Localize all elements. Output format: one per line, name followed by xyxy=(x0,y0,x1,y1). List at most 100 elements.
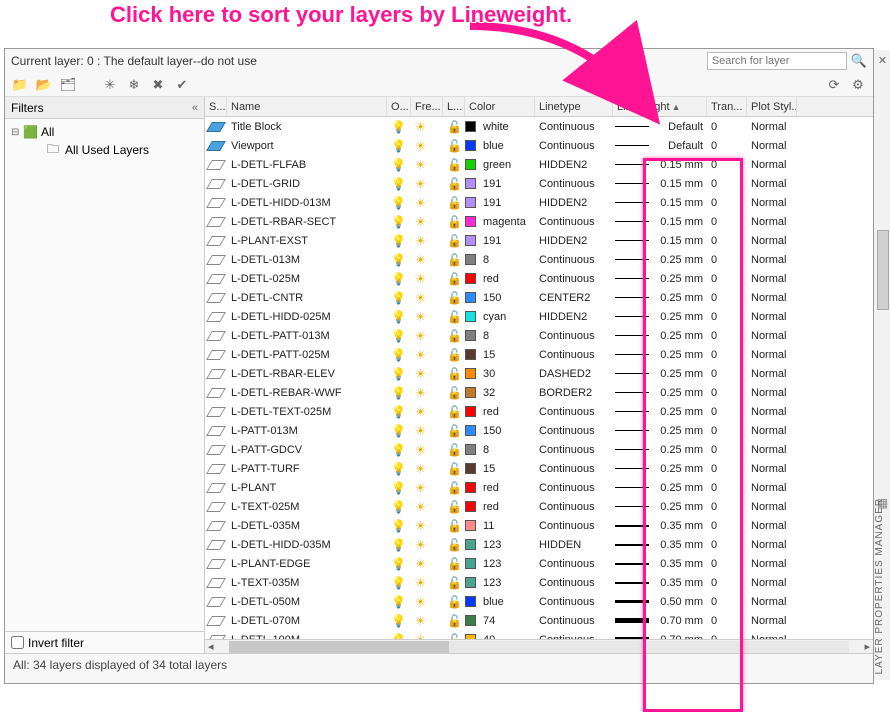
new-layer-frozen-icon[interactable]: ❄ xyxy=(125,76,143,94)
plot-style[interactable]: Normal xyxy=(747,349,797,361)
hscroll-track[interactable] xyxy=(229,641,850,653)
plot-style[interactable]: Normal xyxy=(747,216,797,228)
layer-name[interactable]: L-DETL-HIDD-035M xyxy=(227,539,387,551)
color-swatch[interactable] xyxy=(465,292,476,303)
layer-name[interactable]: L-PLANT xyxy=(227,482,387,494)
color-swatch[interactable] xyxy=(465,197,476,208)
linetype[interactable]: HIDDEN2 xyxy=(535,197,613,209)
color-name[interactable]: red xyxy=(479,482,535,494)
filter-tree-item[interactable]: ⊟🟩All xyxy=(7,123,202,141)
collapse-icon[interactable]: « xyxy=(192,102,198,114)
color-swatch[interactable] xyxy=(465,501,476,512)
layer-row[interactable]: L-PATT-013M💡☀🔓150Continuous0.25 mm0Norma… xyxy=(205,421,873,440)
lock-icon[interactable]: 🔓 xyxy=(447,405,462,419)
lineweight-value[interactable]: 0.25 mm xyxy=(651,330,707,342)
bulb-icon[interactable]: 💡 xyxy=(391,291,406,305)
layer-name[interactable]: L-DETL-035M xyxy=(227,520,387,532)
bulb-icon[interactable]: 💡 xyxy=(391,538,406,552)
layer-name[interactable]: L-DETL-FLFAB xyxy=(227,159,387,171)
layer-name[interactable]: Title Block xyxy=(227,121,387,133)
transparency[interactable]: 0 xyxy=(707,406,747,418)
sun-icon[interactable]: ☀ xyxy=(415,329,426,343)
linetype[interactable]: Continuous xyxy=(535,406,613,418)
layer-name[interactable]: L-DETL-REBAR-WWF xyxy=(227,387,387,399)
color-name[interactable]: red xyxy=(479,273,535,285)
linetype[interactable]: BORDER2 xyxy=(535,387,613,399)
lock-icon[interactable]: 🔓 xyxy=(447,158,462,172)
layer-name[interactable]: L-DETL-050M xyxy=(227,596,387,608)
sun-icon[interactable]: ☀ xyxy=(415,386,426,400)
bulb-icon[interactable]: 💡 xyxy=(391,424,406,438)
col-freeze[interactable]: Fre... xyxy=(411,97,443,116)
color-swatch[interactable] xyxy=(465,349,476,360)
sun-icon[interactable]: ☀ xyxy=(415,310,426,324)
lock-icon[interactable]: 🔓 xyxy=(447,348,462,362)
sun-icon[interactable]: ☀ xyxy=(415,158,426,172)
color-name[interactable]: white xyxy=(479,121,535,133)
bulb-icon[interactable]: 💡 xyxy=(391,139,406,153)
transparency[interactable]: 0 xyxy=(707,311,747,323)
bulb-icon[interactable]: 💡 xyxy=(391,120,406,134)
bulb-icon[interactable]: 💡 xyxy=(391,614,406,628)
bulb-icon[interactable]: 💡 xyxy=(391,386,406,400)
lineweight-value[interactable]: 0.25 mm xyxy=(651,482,707,494)
layer-row[interactable]: L-DETL-CNTR💡☀🔓150CENTER20.25 mm0Normal xyxy=(205,288,873,307)
lock-icon[interactable]: 🔓 xyxy=(447,120,462,134)
bulb-icon[interactable]: 💡 xyxy=(391,462,406,476)
linetype[interactable]: Continuous xyxy=(535,520,613,532)
color-name[interactable]: 32 xyxy=(479,387,535,399)
color-name[interactable]: 8 xyxy=(479,254,535,266)
col-color[interactable]: Color xyxy=(465,97,535,116)
invert-filter-row[interactable]: Invert filter xyxy=(5,631,204,653)
transparency[interactable]: 0 xyxy=(707,558,747,570)
layer-name[interactable]: L-PATT-013M xyxy=(227,425,387,437)
plot-style[interactable]: Normal xyxy=(747,178,797,190)
bulb-icon[interactable]: 💡 xyxy=(391,177,406,191)
lock-icon[interactable]: 🔓 xyxy=(447,500,462,514)
layer-row[interactable]: L-DETL-RBAR-ELEV💡☀🔓30DASHED20.25 mm0Norm… xyxy=(205,364,873,383)
plot-style[interactable]: Normal xyxy=(747,482,797,494)
color-name[interactable]: red xyxy=(479,501,535,513)
plot-style[interactable]: Normal xyxy=(747,444,797,456)
new-layer-icon[interactable]: ✳ xyxy=(101,76,119,94)
layer-name[interactable]: L-DETL-GRID xyxy=(227,178,387,190)
color-name[interactable]: 123 xyxy=(479,539,535,551)
layer-row[interactable]: L-DETL-FLFAB💡☀🔓greenHIDDEN20.15 mm0Norma… xyxy=(205,155,873,174)
col-transparency[interactable]: Tran... xyxy=(707,97,747,116)
transparency[interactable]: 0 xyxy=(707,178,747,190)
lock-icon[interactable]: 🔓 xyxy=(447,139,462,153)
layer-row[interactable]: L-DETL-013M💡☀🔓8Continuous0.25 mm0Normal xyxy=(205,250,873,269)
lock-icon[interactable]: 🔓 xyxy=(447,196,462,210)
color-swatch[interactable] xyxy=(465,425,476,436)
layer-row[interactable]: L-PLANT-EXST💡☀🔓191HIDDEN20.15 mm0Normal xyxy=(205,231,873,250)
plot-style[interactable]: Normal xyxy=(747,254,797,266)
bulb-icon[interactable]: 💡 xyxy=(391,576,406,590)
color-name[interactable]: 11 xyxy=(479,520,535,532)
layer-row[interactable]: L-DETL-GRID💡☀🔓191Continuous0.15 mm0Norma… xyxy=(205,174,873,193)
layer-name[interactable]: L-DETL-HIDD-013M xyxy=(227,197,387,209)
transparency[interactable]: 0 xyxy=(707,254,747,266)
color-swatch[interactable] xyxy=(465,140,476,151)
vscroll-thumb[interactable] xyxy=(877,230,889,310)
plot-style[interactable]: Normal xyxy=(747,368,797,380)
layer-row[interactable]: L-DETL-PATT-013M💡☀🔓8Continuous0.25 mm0No… xyxy=(205,326,873,345)
lineweight-value[interactable]: 0.25 mm xyxy=(651,311,707,323)
plot-style[interactable]: Normal xyxy=(747,520,797,532)
lineweight-value[interactable]: 0.25 mm xyxy=(651,406,707,418)
color-name[interactable]: blue xyxy=(479,596,535,608)
invert-checkbox[interactable] xyxy=(11,636,24,649)
transparency[interactable]: 0 xyxy=(707,520,747,532)
tree-expand-icon[interactable]: ⊟ xyxy=(11,127,23,138)
plot-style[interactable]: Normal xyxy=(747,558,797,570)
linetype[interactable]: Continuous xyxy=(535,178,613,190)
color-swatch[interactable] xyxy=(465,482,476,493)
linetype[interactable]: Continuous xyxy=(535,254,613,266)
plot-style[interactable]: Normal xyxy=(747,273,797,285)
sun-icon[interactable]: ☀ xyxy=(415,120,426,134)
color-swatch[interactable] xyxy=(465,368,476,379)
color-name[interactable]: 123 xyxy=(479,577,535,589)
color-name[interactable]: 74 xyxy=(479,615,535,627)
linetype[interactable]: Continuous xyxy=(535,482,613,494)
color-swatch[interactable] xyxy=(465,406,476,417)
lineweight-value[interactable]: Default xyxy=(651,121,707,133)
